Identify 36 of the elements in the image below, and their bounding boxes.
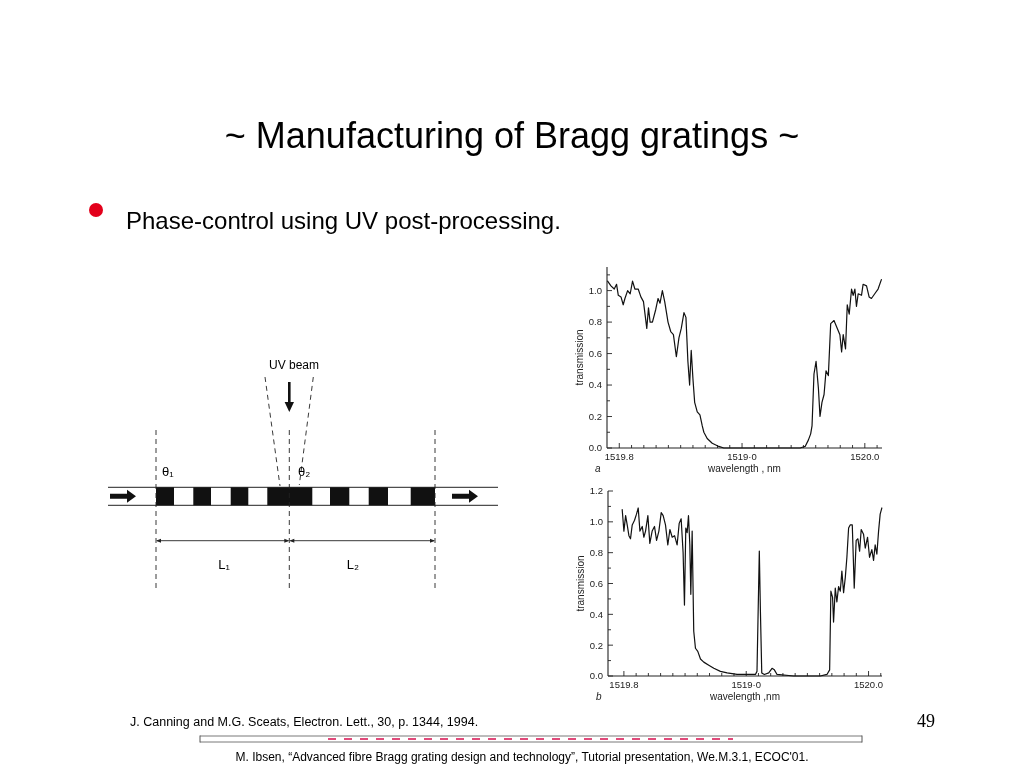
x-tick-label: 1519.8 (604, 451, 634, 462)
x-tick-label: 1519.8 (609, 679, 639, 690)
text: 49 (917, 711, 935, 731)
y-tick-label: 0.2 (588, 410, 602, 422)
y-axis-title: transmission (575, 555, 586, 612)
y-tick-label: 0.8 (589, 547, 603, 559)
y-tick-label: 1.2 (589, 485, 603, 497)
x-axis-title: wavelength , nm (707, 463, 781, 474)
y-tick-label: 1.0 (589, 516, 603, 528)
y-tick-label: 0.4 (588, 379, 602, 391)
y-tick-label: 0.0 (589, 670, 603, 682)
y-tick-label: 0.4 (589, 608, 603, 620)
text: θ₁ (162, 464, 175, 479)
y-tick-label: 0.6 (589, 577, 603, 589)
y-tick-label: 0.8 (588, 316, 602, 328)
y-tick-label: 0.0 (588, 442, 602, 454)
y-tick-label: 1.0 (588, 285, 602, 297)
x-tick-label: 1519·0 (727, 451, 757, 462)
text: b (596, 691, 602, 702)
text: L₂ (346, 557, 360, 572)
text: θ₂ (298, 464, 311, 479)
text: ~ Manufacturing of Bragg gratings ~ (224, 115, 800, 156)
text: UV beam (268, 358, 320, 372)
x-tick-label: 1520.0 (850, 451, 880, 462)
text: Phase-control using UV post-processing. (126, 207, 561, 234)
y-tick-label: 0.2 (589, 639, 603, 651)
line-series (621, 507, 883, 677)
text: L₁ (218, 557, 231, 572)
text: M. Ibsen, “Advanced fibre Bragg grating design and technology”, Tutorial presentation, We.M.3.1, ECOC'01. (235, 750, 809, 764)
x-axis-title: wavelength ,nm (708, 691, 781, 702)
x-tick-label: 1520.0 (854, 679, 884, 690)
x-tick-label: 1519·0 (731, 679, 762, 690)
y-axis-title: transmission (574, 329, 585, 386)
text: J. Canning and M.G. Sceats, Electron. Lett., 30, p. 1344, 1994. (130, 715, 479, 729)
y-tick-label: 0.6 (588, 347, 602, 359)
text: a (595, 463, 601, 474)
